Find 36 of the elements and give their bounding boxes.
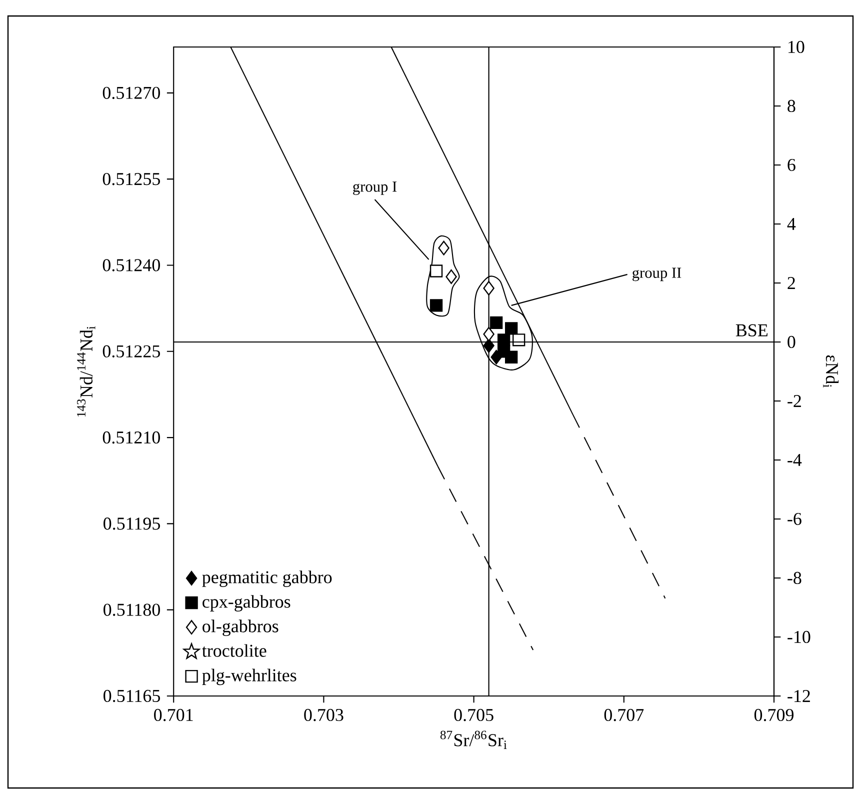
y2-tick-label: -10 [788,630,810,644]
y-tick-label: 0.51255 [102,172,160,186]
y-tick-label: 0.51195 [104,518,160,530]
y2-tick-label: -4 [788,454,802,466]
annotation: group II [632,268,682,282]
legend-label: pegmatitic gabbro [202,570,332,587]
x-tick-label: 0.703 [304,708,344,722]
x-tick-label: 0.705 [454,708,494,722]
x-tick-label: 0.701 [154,708,193,722]
y2-tick-label: 8 [788,100,796,112]
y2-tick-label: 10 [788,40,804,54]
legend-label: troctolite [202,644,266,657]
y-tick-label: 0.51180 [104,604,160,616]
ref-line-label: BSE [736,324,768,336]
y2-tick-label: 6 [788,158,796,172]
y-tick-label: 0.51225 [102,345,160,358]
y-tick-label: 0.51270 [102,86,160,100]
y-tick-label: 0.51165 [104,690,160,702]
x-tick-label: 0.707 [604,708,644,722]
y-axis-title: $^{143}$Nd/$^{144}$Nd$_{i}$ [77,326,96,417]
x-axis-title: $^{87}$Sr/$^{86}$Sr$_{i}$ [440,730,507,749]
legend-label: plg-wehrlites [202,668,296,686]
y2-tick-label: -2 [788,395,801,407]
y2-tick-label: 0 [788,336,796,348]
y2-tick-label: -12 [788,690,810,702]
legend-label: ol-gabbros [202,620,278,636]
y-tick-label: 0.51210 [102,431,160,444]
y-tick-label: 0.51240 [102,259,160,272]
x-tick-label: 0.709 [754,708,794,722]
y2-tick-label: -6 [788,512,802,526]
legend-label: cpx-gabbros [202,595,290,612]
y2-tick-label: 4 [787,218,796,230]
y2-tick-label: -8 [788,572,802,584]
y2-tick-label: 2 [788,277,795,289]
annotation: group I [353,182,397,195]
y2-axis-title: εNd$_{i}$ [823,355,839,388]
